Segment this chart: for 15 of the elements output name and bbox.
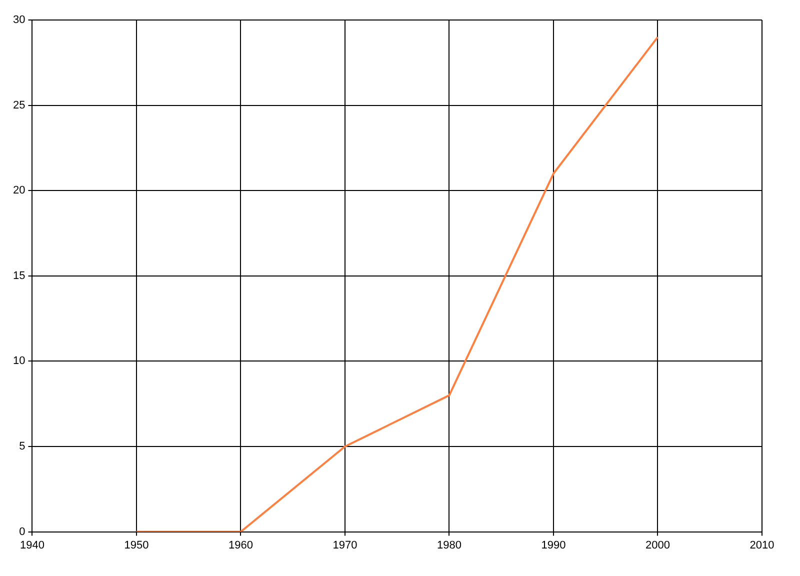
x-tick-label: 1940 bbox=[20, 539, 44, 552]
x-tick-label: 1980 bbox=[437, 539, 462, 552]
y-tick-label: 5 bbox=[19, 440, 26, 453]
x-tick-label: 1950 bbox=[124, 539, 149, 552]
x-tick-label: 1990 bbox=[541, 539, 566, 552]
y-tick-label: 10 bbox=[12, 355, 26, 368]
x-tick-label: 1970 bbox=[332, 539, 358, 552]
y-tick-label: 15 bbox=[12, 270, 26, 282]
y-tick-label: 25 bbox=[12, 99, 26, 112]
x-tick-label: 2000 bbox=[646, 539, 670, 552]
y-tick-label: 30 bbox=[12, 14, 26, 26]
x-tick-label: 2010 bbox=[750, 539, 774, 552]
x-tick-label: 1960 bbox=[228, 539, 253, 552]
y-tick-label: 0 bbox=[19, 526, 26, 538]
y-tick-label: 20 bbox=[12, 184, 26, 197]
